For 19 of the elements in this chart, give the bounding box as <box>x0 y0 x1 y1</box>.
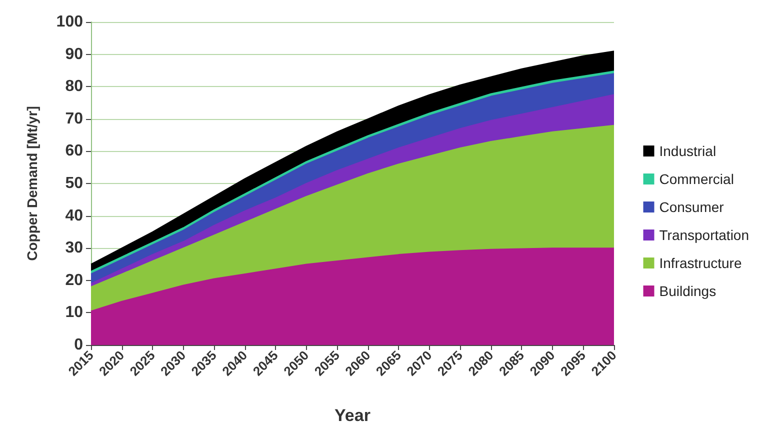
legend-label: Consumer <box>659 199 724 215</box>
legend-label: Infrastructure <box>659 255 742 271</box>
legend-label: Industrial <box>659 143 716 159</box>
y-tick-label: 100 <box>56 14 84 30</box>
y-tick-label: 40 <box>65 207 84 224</box>
y-axis-title: Copper Demand [Mt/yr] <box>24 106 40 261</box>
y-tick-label: 30 <box>65 240 84 257</box>
y-tick-label: 0 <box>74 336 84 354</box>
legend-label: Transportation <box>659 227 749 243</box>
y-tick-label: 60 <box>65 142 84 160</box>
y-tick-label: 90 <box>65 46 84 63</box>
legend-label: Buildings <box>659 283 716 299</box>
y-tick-label: 20 <box>65 272 84 289</box>
y-tick-label: 70 <box>65 110 84 128</box>
x-axis-title: Year <box>334 406 371 425</box>
y-tick-label: 80 <box>65 78 84 96</box>
legend-label: Commercial <box>659 171 734 187</box>
y-tick-label: 50 <box>65 175 84 192</box>
y-tick-label: 10 <box>65 304 84 322</box>
